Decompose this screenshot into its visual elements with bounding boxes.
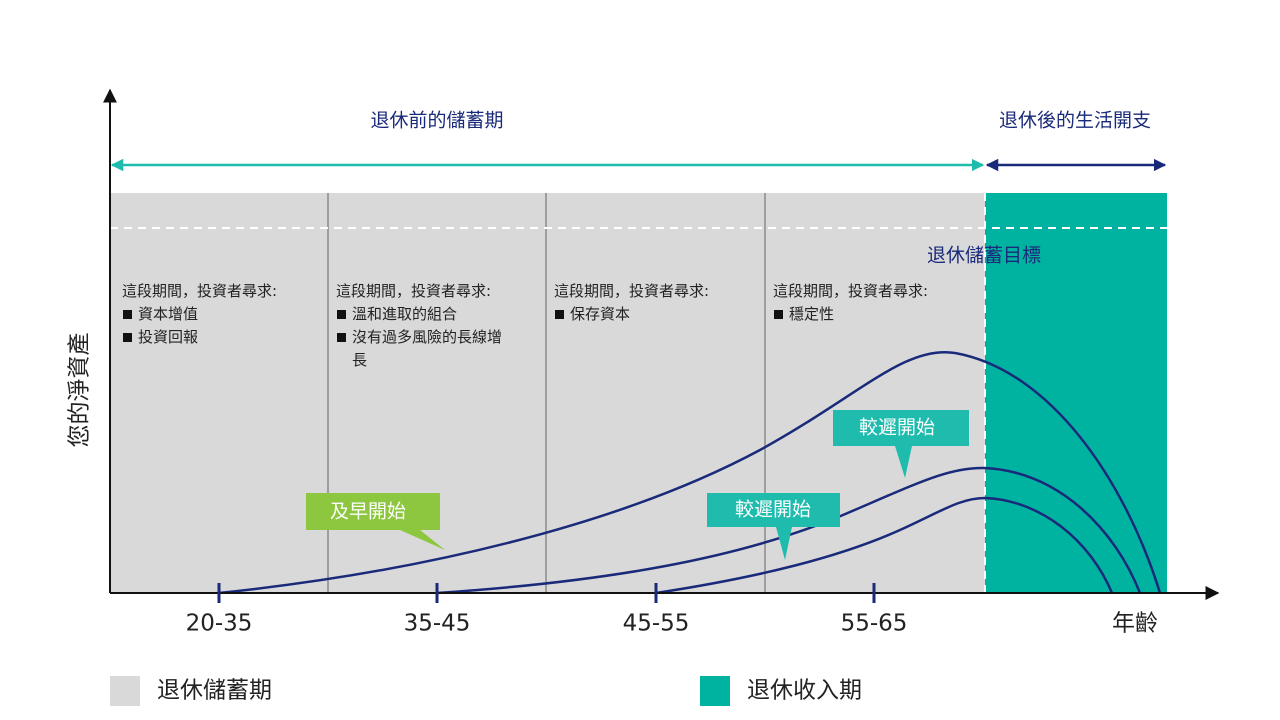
phase-bullets: 資本增值 投資回報 [122,303,327,349]
phase-box: 這段期間，投資者尋求: 保存資本 [554,280,759,326]
callout-text: 及早開始 [330,501,406,523]
x-axis-title: 年齡 [1112,611,1158,637]
x-tick-label: 45-55 [623,611,690,637]
phase-bullet: 投資回報 [122,326,288,349]
phase-box: 這段期間，投資者尋求: 資本增值 投資回報 [122,280,327,349]
phase-intro: 這段期間，投資者尋求: [336,282,492,300]
x-tick-label: 55-65 [841,611,908,637]
callout-early: 及早開始 [306,493,445,550]
target-label: 退休儲蓄目標 [927,245,1041,267]
phase-bullet: 溫和進取的組合 [336,303,502,326]
phase-bullet: 沒有過多風險的長線增長 [336,326,502,372]
legend-swatch [700,676,730,706]
callout-late: 較遲開始 [833,410,969,478]
header-pre: 退休前的儲蓄期 [370,110,503,132]
phase-bullets: 穩定性 [773,303,978,326]
callout-later: 較遲開始 [707,493,840,560]
phase-bullets: 溫和進取的組合 沒有過多風險的長線增長 [336,303,541,372]
income-region [985,193,1167,593]
legend-label: 退休儲蓄期 [157,678,272,704]
phase-bullet: 保存資本 [554,303,720,326]
legend-swatch [110,676,140,706]
curves [218,350,1162,595]
phase-bullet: 穩定性 [773,303,939,326]
phase-bullet: 資本增值 [122,303,288,326]
phase-box: 這段期間，投資者尋求: 溫和進取的組合 沒有過多風險的長線增長 [336,280,541,372]
phase-intro: 這段期間，投資者尋求: [773,282,929,300]
x-tick-label: 35-45 [404,611,471,637]
phase-box: 這段期間，投資者尋求: 穩定性 [773,280,978,326]
x-tick-label: 20-35 [186,611,253,637]
phase-intro: 這段期間，投資者尋求: [122,282,278,300]
header-post: 退休後的生活開支 [999,110,1151,132]
phase-bullets: 保存資本 [554,303,759,326]
legend-label: 退休收入期 [747,678,862,704]
callout-text: 較遲開始 [859,417,935,439]
y-axis-label: 您的淨資產 [67,333,93,448]
callout-text: 較遲開始 [735,499,811,521]
phase-intro: 這段期間，投資者尋求: [554,282,710,300]
